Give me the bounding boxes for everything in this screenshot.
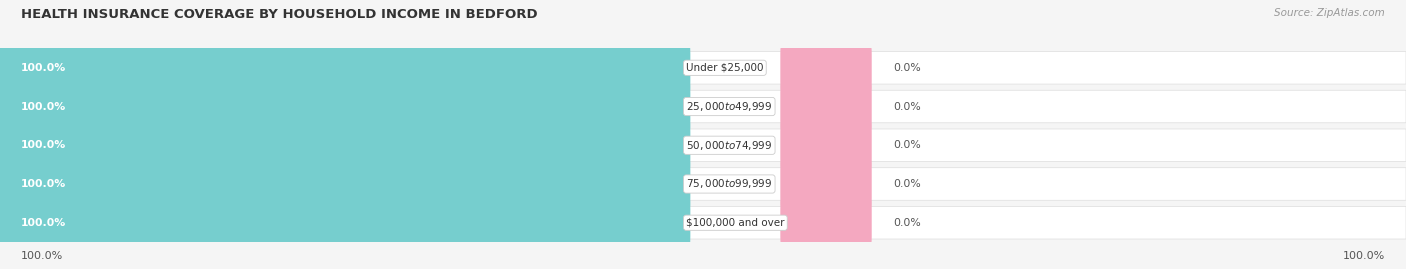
Text: 0.0%: 0.0% [893, 179, 921, 189]
Text: Source: ZipAtlas.com: Source: ZipAtlas.com [1274, 8, 1385, 18]
FancyBboxPatch shape [780, 151, 872, 217]
Text: $50,000 to $74,999: $50,000 to $74,999 [686, 139, 772, 152]
FancyBboxPatch shape [0, 90, 1406, 123]
FancyBboxPatch shape [0, 62, 690, 151]
FancyBboxPatch shape [780, 189, 872, 256]
FancyBboxPatch shape [0, 168, 1406, 200]
FancyBboxPatch shape [0, 207, 1406, 239]
FancyBboxPatch shape [780, 34, 872, 101]
Text: 100.0%: 100.0% [21, 63, 66, 73]
FancyBboxPatch shape [0, 100, 690, 190]
Text: 0.0%: 0.0% [893, 101, 921, 112]
FancyBboxPatch shape [0, 129, 1406, 161]
Text: 0.0%: 0.0% [893, 63, 921, 73]
FancyBboxPatch shape [780, 73, 872, 140]
Text: 0.0%: 0.0% [893, 218, 921, 228]
Text: 100.0%: 100.0% [21, 101, 66, 112]
Text: $75,000 to $99,999: $75,000 to $99,999 [686, 178, 772, 190]
Text: 100.0%: 100.0% [21, 251, 63, 261]
Text: 0.0%: 0.0% [893, 140, 921, 150]
Text: $25,000 to $49,999: $25,000 to $49,999 [686, 100, 772, 113]
Text: 100.0%: 100.0% [1343, 251, 1385, 261]
Text: Under $25,000: Under $25,000 [686, 63, 763, 73]
FancyBboxPatch shape [0, 23, 690, 113]
Text: HEALTH INSURANCE COVERAGE BY HOUSEHOLD INCOME IN BEDFORD: HEALTH INSURANCE COVERAGE BY HOUSEHOLD I… [21, 8, 537, 21]
Text: 100.0%: 100.0% [21, 218, 66, 228]
Text: 100.0%: 100.0% [21, 179, 66, 189]
FancyBboxPatch shape [0, 52, 1406, 84]
Text: 100.0%: 100.0% [21, 140, 66, 150]
Text: $100,000 and over: $100,000 and over [686, 218, 785, 228]
FancyBboxPatch shape [780, 112, 872, 179]
FancyBboxPatch shape [0, 178, 690, 268]
FancyBboxPatch shape [0, 139, 690, 229]
